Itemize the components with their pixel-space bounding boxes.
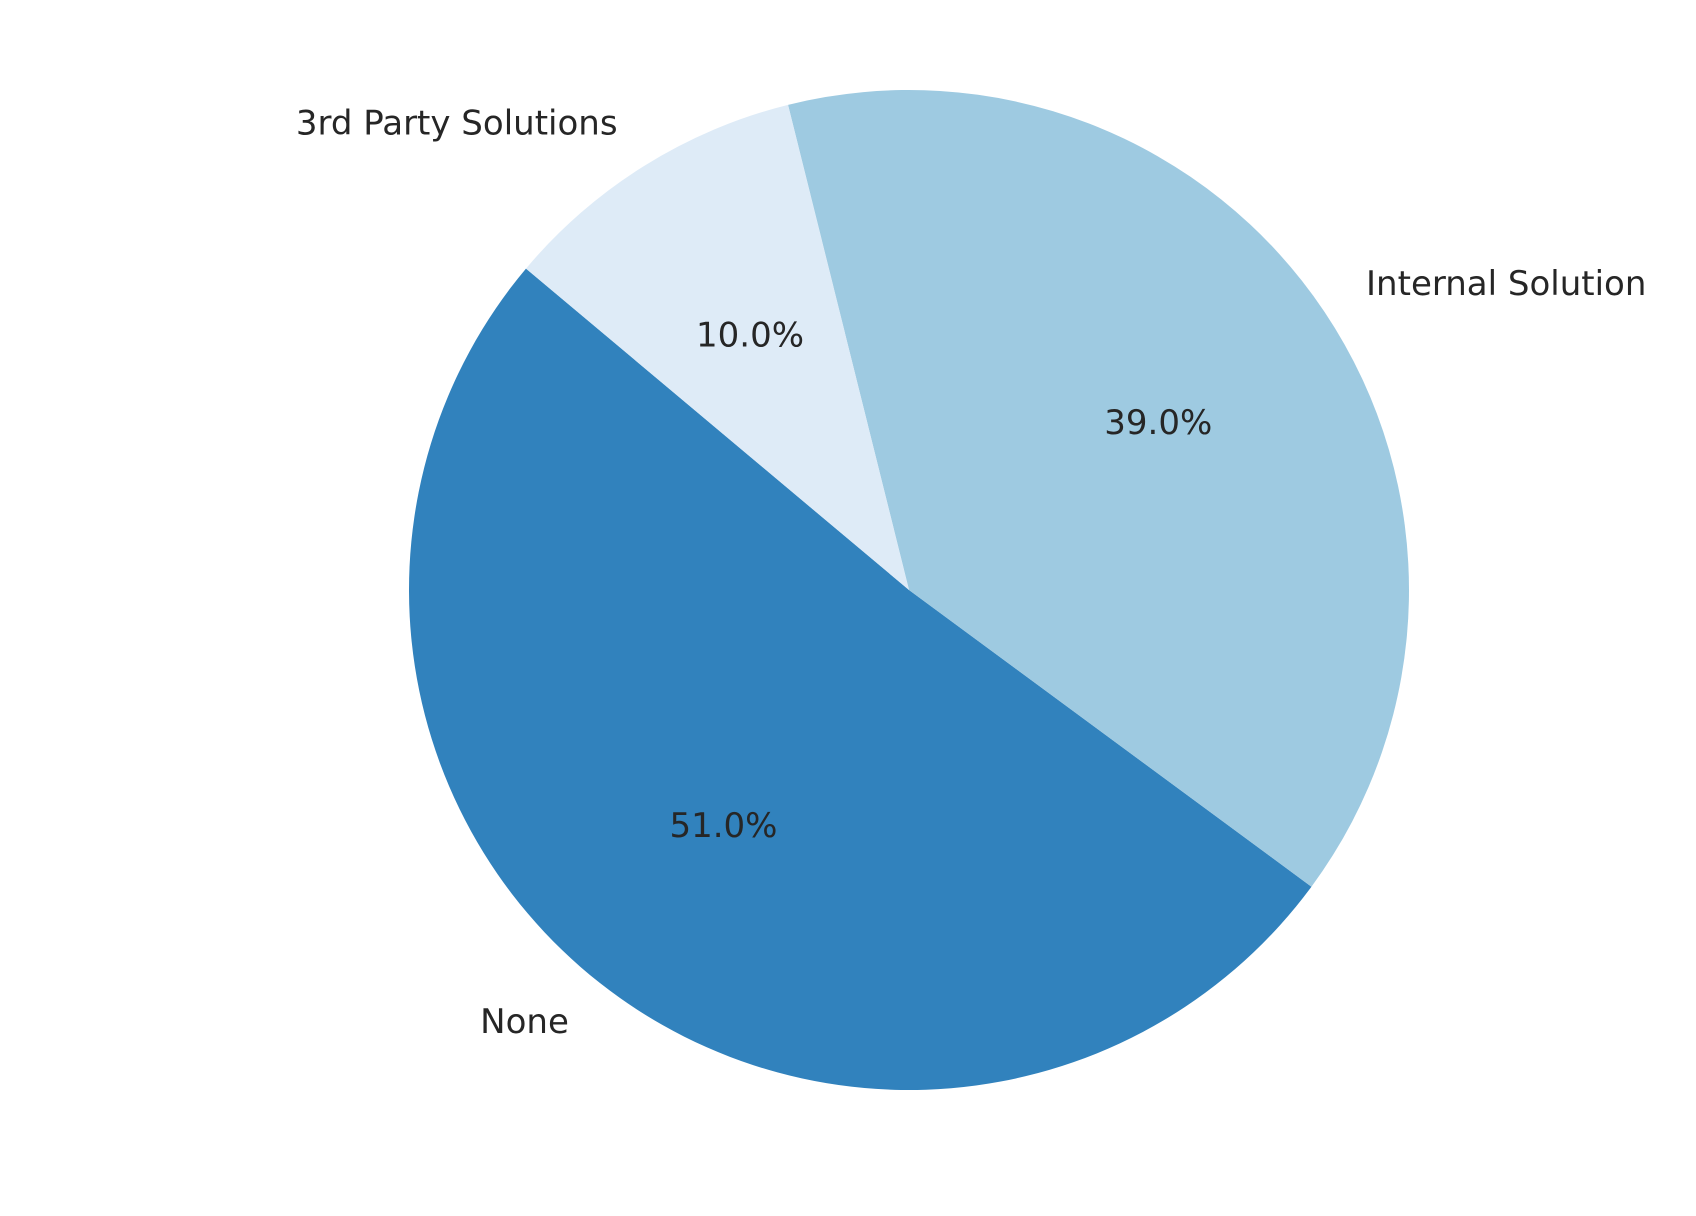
pie-slice-label-none: None bbox=[480, 1002, 569, 1042]
pie-pct-label-3rd-party-solutions: 10.0% bbox=[696, 316, 804, 356]
pie-slice-3rd-party-solutions bbox=[525, 104, 909, 590]
pie-labels: 51.0% None 39.0% Internal Solution 10.0% 3rd … bbox=[296, 104, 1647, 1043]
pie-slice-label-internal-solution: Internal Solution bbox=[1366, 264, 1646, 304]
pie-slice-internal-solution bbox=[788, 90, 1409, 887]
pie-slice-none bbox=[408, 268, 1312, 1091]
pie-pct-label-internal-solution: 39.0% bbox=[1104, 403, 1212, 443]
pie-slice-label-3rd-party-solutions: 3rd Party Solutions bbox=[296, 104, 618, 144]
pie-slices bbox=[408, 90, 1409, 1091]
pie-pct-label-none: 51.0% bbox=[669, 806, 777, 846]
